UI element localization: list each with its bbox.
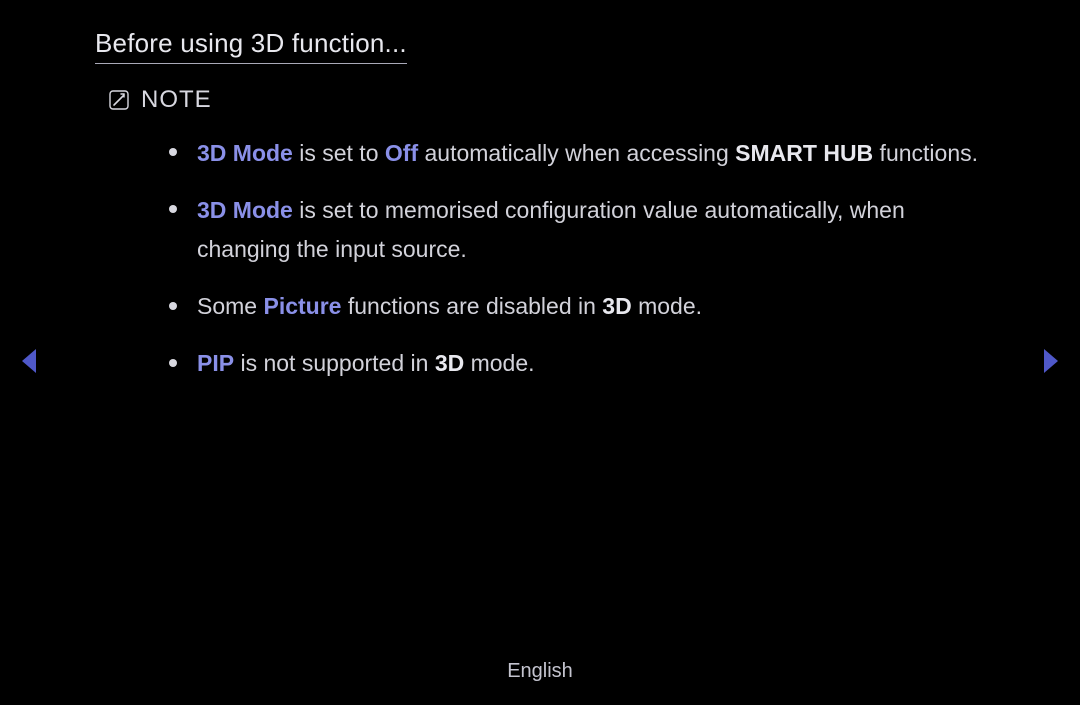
note-row: NOTE bbox=[109, 86, 985, 114]
highlight-text: 3D Mode bbox=[197, 197, 293, 223]
list-item: 3D Mode is set to Off automatically when… bbox=[169, 134, 985, 173]
body-text: mode. bbox=[632, 293, 702, 319]
body-text: is not supported in bbox=[234, 350, 435, 376]
highlight-text: Off bbox=[385, 140, 418, 166]
body-text: automatically when accessing bbox=[418, 140, 735, 166]
bold-text: SMART HUB bbox=[735, 140, 873, 166]
highlight-text: 3D Mode bbox=[197, 140, 293, 166]
manual-page: Before using 3D function... NOTE 3D Mode… bbox=[0, 0, 1080, 705]
highlight-text: PIP bbox=[197, 350, 234, 376]
bold-text: 3D bbox=[602, 293, 631, 319]
prev-page-button[interactable] bbox=[20, 348, 40, 374]
footer-language: English bbox=[0, 660, 1080, 683]
note-label: NOTE bbox=[141, 86, 212, 114]
list-item: PIP is not supported in 3D mode. bbox=[169, 344, 985, 383]
body-text: is set to bbox=[293, 140, 385, 166]
page-title: Before using 3D function... bbox=[95, 28, 407, 64]
list-item: 3D Mode is set to memorised configuratio… bbox=[169, 191, 985, 269]
next-page-button[interactable] bbox=[1040, 348, 1060, 374]
body-text: mode. bbox=[464, 350, 534, 376]
body-text: functions. bbox=[873, 140, 978, 166]
bullet-list: 3D Mode is set to Off automatically when… bbox=[169, 134, 985, 383]
list-item: Some Picture functions are disabled in 3… bbox=[169, 287, 985, 326]
body-text: Some bbox=[197, 293, 263, 319]
note-icon bbox=[109, 90, 129, 110]
highlight-text: Picture bbox=[263, 293, 341, 319]
chevron-left-icon bbox=[20, 348, 40, 374]
bold-text: 3D bbox=[435, 350, 464, 376]
chevron-right-icon bbox=[1040, 348, 1060, 374]
body-text: functions are disabled in bbox=[341, 293, 602, 319]
body-text: is set to memorised configuration value … bbox=[197, 197, 905, 262]
